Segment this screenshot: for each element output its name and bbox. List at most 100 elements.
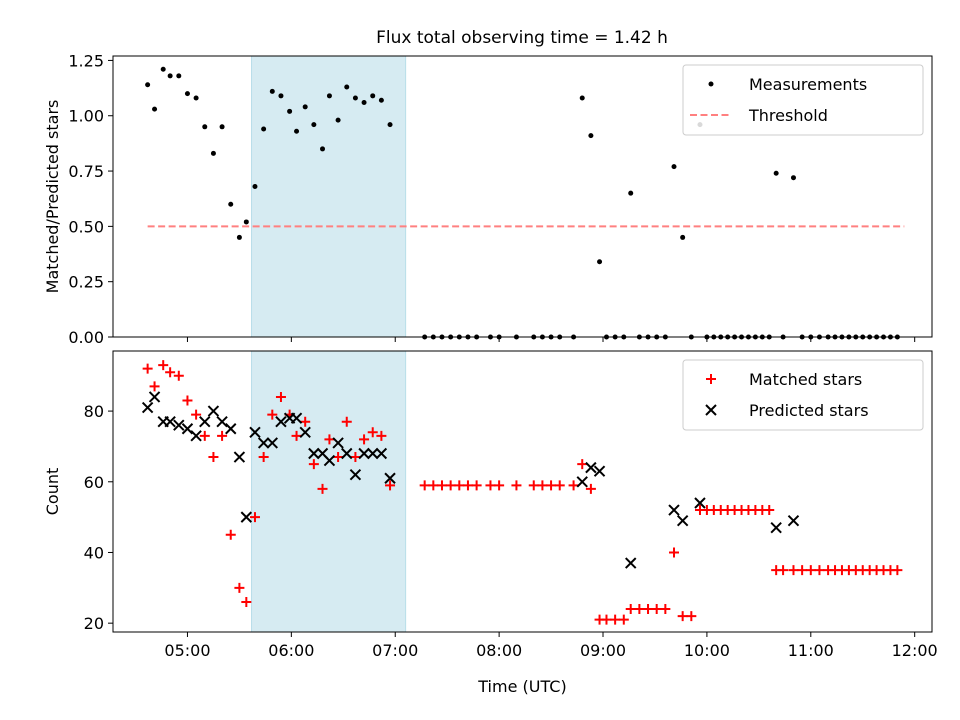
top-measurements-point — [326, 93, 332, 99]
bottom-predicted-stars-point — [148, 391, 161, 403]
bottom-matched-stars-point — [660, 604, 671, 615]
bottom-matched-stars-point — [350, 452, 361, 463]
bottom-matched-stars-point — [554, 480, 565, 491]
bottom-matched-stars-point — [778, 565, 789, 576]
bottom-matched-stars-point — [142, 363, 153, 374]
bottom-predicted-stars-point — [257, 437, 270, 449]
bottom-matched-stars-point — [462, 480, 473, 491]
bottom-matched-stars-point — [797, 565, 808, 576]
bottom-matched-stars-point — [199, 430, 210, 441]
top-panel: 0.00 0.25 0.50 0.75 1.00 1.25 Matched/Predicte… — [43, 51, 933, 347]
bottom-predicted-stars-point — [593, 465, 606, 477]
bottom-matched-stars-point — [258, 452, 269, 463]
top-measurements-point — [790, 175, 796, 181]
bottom-predicted-stars-point — [190, 430, 202, 442]
top-measurements-point — [167, 73, 173, 79]
bottom-matched-stars-point — [788, 565, 799, 576]
bottom-predicted-stars-point — [358, 447, 370, 460]
top-measurements-point — [193, 95, 199, 101]
bottom-predicted-stars-point — [770, 522, 782, 534]
bottom-predicted-stars-point — [290, 412, 303, 424]
top-measurements-point — [680, 234, 686, 240]
top-y-axis-label: Matched/Predicted stars — [43, 100, 62, 294]
bottom-matched-stars-point — [165, 367, 176, 378]
bottom-matched-stars-point — [308, 459, 319, 470]
bottom-x-tick-label: 06:00 — [268, 641, 314, 660]
bottom-matched-stars-point — [333, 452, 344, 463]
bottom-matched-stars-point — [454, 480, 465, 491]
bottom-matched-stars-point — [341, 416, 352, 427]
bottom-x-tick-label: 08:00 — [476, 641, 522, 660]
bottom-predicted-stars-point — [181, 423, 194, 435]
top-measurements-point — [628, 190, 634, 196]
top-axes-frame — [112, 55, 933, 338]
bottom-y-tick-label: 60 — [84, 473, 104, 492]
bottom-predicted-stars-point — [216, 415, 228, 428]
top-measurements-point — [236, 234, 242, 240]
bottom-matched-stars-point — [577, 459, 588, 470]
top-measurements-point — [152, 106, 158, 112]
bottom-matched-stars-point — [618, 614, 629, 625]
bottom-shaded-region — [251, 350, 407, 633]
top-measurements-point — [219, 124, 225, 130]
bottom-predicted-stars-point — [199, 415, 211, 428]
bottom-matched-stars-point — [173, 370, 184, 381]
bottom-predicted-stars-point — [275, 415, 287, 428]
bottom-matched-stars-point — [805, 565, 816, 576]
bottom-predicted-stars-point — [225, 423, 237, 435]
top-measurements-point — [361, 99, 367, 105]
bottom-matched-stars-point — [428, 480, 439, 491]
top-measurements-point — [269, 88, 275, 94]
top-measurements-point — [579, 95, 585, 101]
bottom-x-axis-label: Time (UTC) — [477, 677, 566, 696]
bottom-legend-box — [682, 359, 924, 431]
bottom-matched-stars-point — [686, 611, 697, 622]
top-measurements-point — [597, 259, 603, 265]
bottom-predicted-stars-point — [332, 437, 344, 449]
bottom-matched-stars-point — [610, 614, 621, 625]
bottom-matched-stars-point — [485, 480, 496, 491]
bottom-matched-stars-point — [275, 391, 286, 402]
bottom-y-tick-label: 40 — [84, 543, 104, 562]
bottom-matched-stars-point — [471, 480, 482, 491]
top-measurements-point — [387, 122, 393, 128]
bottom-matched-stars-point — [445, 480, 456, 491]
bottom-matched-stars-point — [814, 565, 825, 576]
bottom-matched-stars-point — [300, 416, 311, 427]
bottom-x-tick-label: 10:00 — [684, 641, 730, 660]
bottom-matched-stars-point — [317, 483, 328, 494]
top-measurements-point — [252, 184, 258, 190]
bottom-matched-stars-point — [634, 604, 645, 615]
top-measurements-point — [294, 128, 300, 134]
bottom-predicted-stars-point — [349, 469, 362, 481]
bottom-predicted-stars-point — [375, 447, 388, 460]
bottom-matched-stars-point — [182, 395, 193, 406]
top-y-tick-label: 0.25 — [68, 273, 104, 292]
bottom-predicted-stars-point — [299, 426, 311, 439]
bottom-matched-stars-point — [511, 480, 522, 491]
top-measurements-point — [160, 66, 166, 72]
bottom-matched-stars-point — [651, 604, 662, 615]
top-legend-marker — [708, 81, 714, 87]
bottom-matched-stars-point — [892, 565, 903, 576]
bottom-matched-stars-point — [436, 480, 447, 491]
bottom-matched-stars-point — [291, 430, 302, 441]
bottom-predicted-stars-point — [266, 437, 279, 449]
bottom-matched-stars-point — [217, 430, 228, 441]
top-legend-box — [682, 64, 924, 136]
top-y-tick-label: 1.00 — [68, 107, 104, 126]
top-measurements-point — [588, 133, 594, 139]
bottom-matched-stars-point — [601, 614, 612, 625]
bottom-predicted-stars-point — [308, 447, 320, 460]
bottom-matched-stars-point — [267, 409, 278, 420]
top-measurements-point — [278, 93, 284, 99]
bottom-matched-stars-point — [234, 582, 245, 593]
bottom-matched-stars-point — [568, 480, 579, 491]
bottom-matched-stars-point — [419, 480, 430, 491]
bottom-matched-stars-point — [367, 427, 378, 438]
bottom-predicted-stars-point — [323, 454, 336, 467]
bottom-matched-stars-point — [385, 480, 396, 491]
bottom-matched-stars-point — [149, 381, 160, 392]
top-measurements-point — [335, 117, 341, 123]
top-y-tick-label: 0.00 — [68, 328, 104, 347]
